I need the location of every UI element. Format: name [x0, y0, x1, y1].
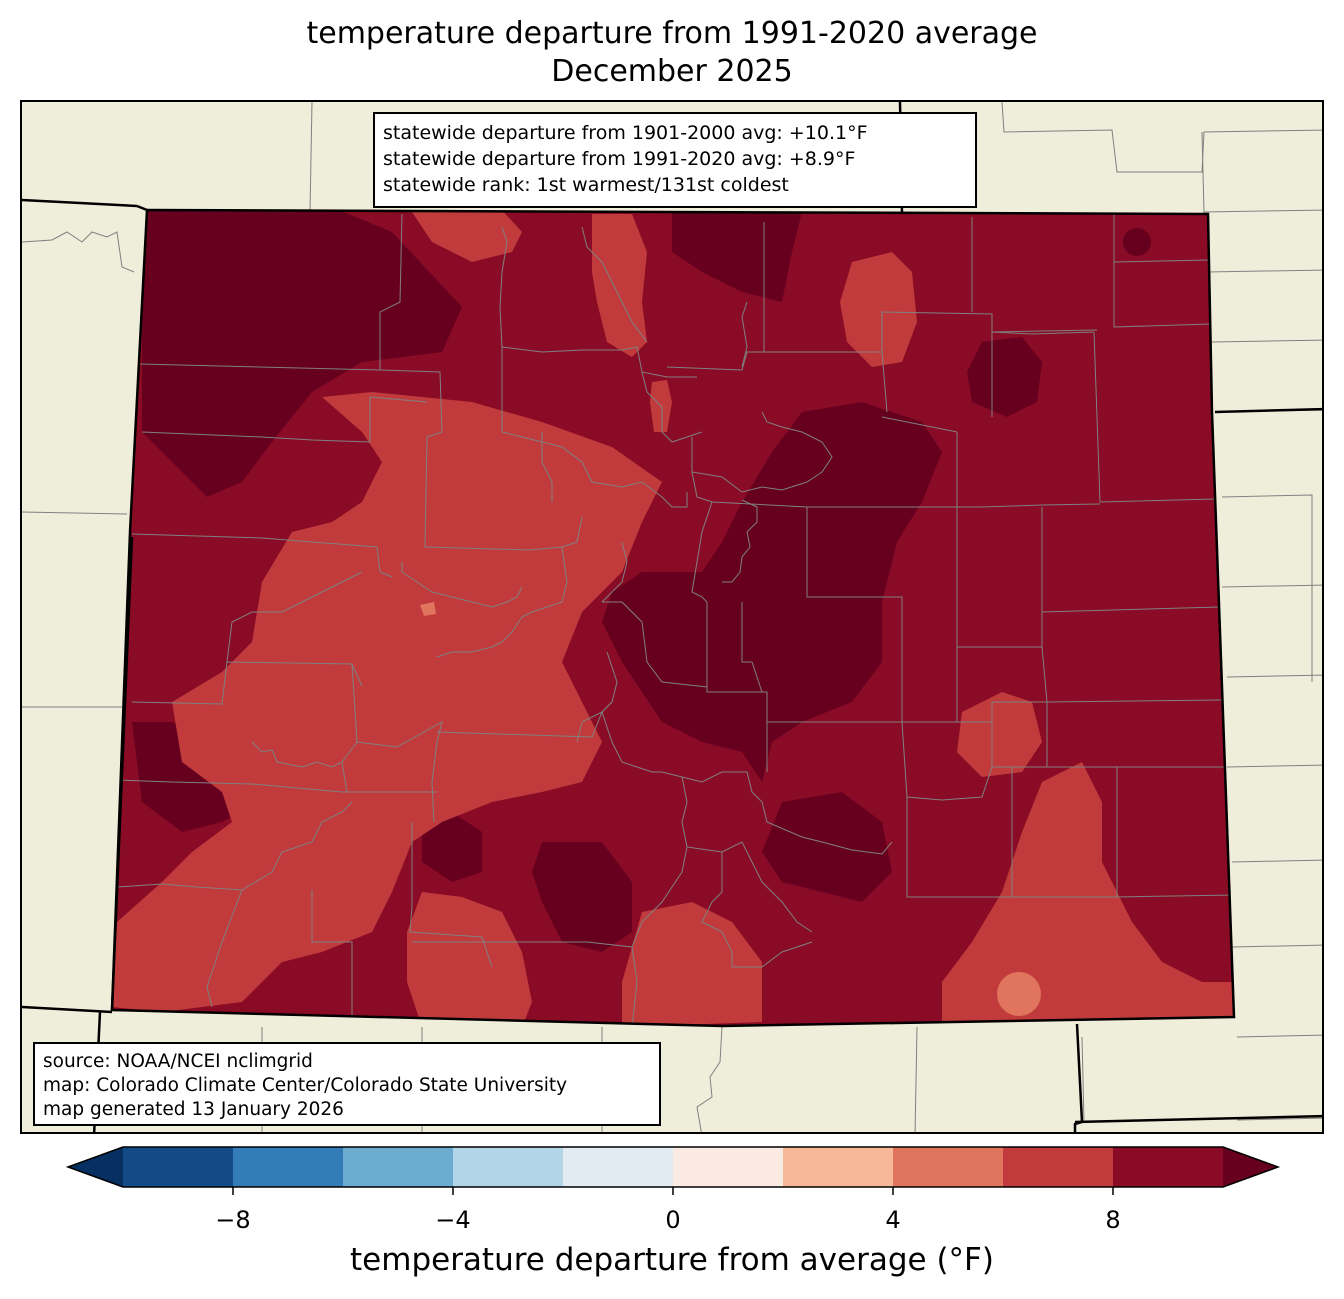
colorbar-over-arrow: [1223, 1147, 1278, 1187]
map-credit-line: map: Colorado Climate Center/Colorado St…: [43, 1075, 568, 1096]
warm-6-8-regions: [112, 210, 1234, 1026]
county-lines: [116, 213, 1234, 1026]
colorbar-bin-0: [123, 1147, 233, 1187]
map-subtitle: December 2025: [551, 54, 793, 89]
colorbar-under-arrow: [68, 1147, 123, 1187]
stats-departure-1991-2020: statewide departure from 1991-2020 avg: …: [383, 148, 856, 170]
temperature-field: [112, 210, 1234, 1026]
warm-4-6-regions: [420, 602, 1041, 1016]
colorbar-bin-6: [783, 1147, 893, 1187]
colorbar-bin-8: [1003, 1147, 1113, 1187]
source-line: source: NOAA/NCEI nclimgrid: [43, 1051, 313, 1072]
colorbar-tick-label: −8: [215, 1206, 251, 1234]
colorado-map: [22, 102, 1322, 1132]
colorbar-tick-label: 8: [1105, 1206, 1121, 1234]
source-info-box: source: NOAA/NCEI nclimgrid map: Colorad…: [33, 1042, 661, 1126]
map-title: temperature departure from 1991-2020 ave…: [306, 16, 1038, 51]
colorbar-outline: [65, 1146, 1281, 1188]
colorbar-bin-1: [233, 1147, 343, 1187]
colorbar-bin-3: [453, 1147, 563, 1187]
colorbar-tick-label: 4: [885, 1206, 901, 1234]
statewide-stats-box: statewide departure from 1901-2000 avg: …: [373, 112, 977, 208]
colorbar: [65, 1146, 1281, 1195]
stats-rank: statewide rank: 1st warmest/131st coldes…: [383, 174, 789, 196]
colorbar-bin-2: [343, 1147, 453, 1187]
colorbar-bin-7: [893, 1147, 1003, 1187]
map-panel: statewide departure from 1901-2000 avg: …: [20, 100, 1324, 1134]
colorbar-bin-5: [673, 1147, 783, 1187]
stats-departure-1901-2000: statewide departure from 1901-2000 avg: …: [383, 122, 868, 144]
colorbar-bin-9: [1113, 1147, 1223, 1187]
very-warm-regions: [132, 210, 1151, 1007]
colorbar-title: temperature departure from average (°F): [350, 1242, 994, 1278]
colorbar-tick-label: −4: [435, 1206, 471, 1234]
colorbar-tick-label: 0: [665, 1206, 681, 1234]
colorbar-bin-4: [563, 1147, 673, 1187]
map-generated-line: map generated 13 January 2026: [43, 1099, 344, 1120]
colorado-border: [110, 208, 1236, 1028]
